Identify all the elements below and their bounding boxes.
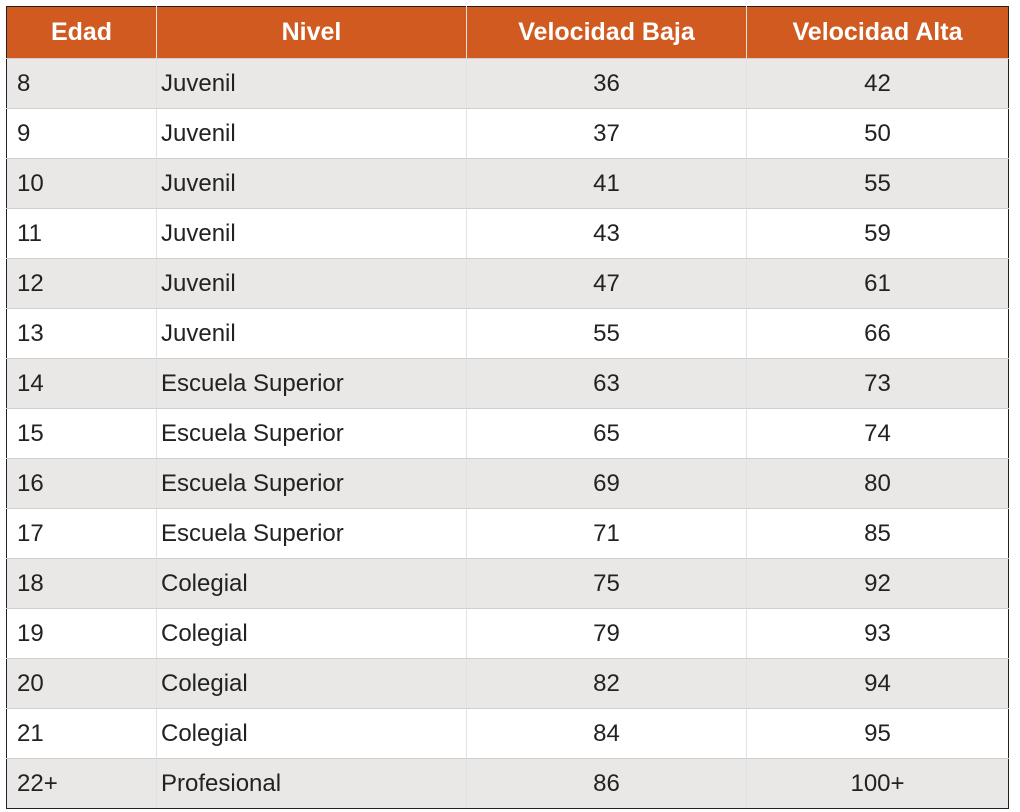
- header-edad: Edad: [7, 7, 157, 59]
- cell-baja: 71: [467, 509, 747, 559]
- table-row: 13Juvenil5566: [7, 309, 1009, 359]
- cell-alta: 61: [747, 259, 1009, 309]
- cell-alta: 74: [747, 409, 1009, 459]
- cell-alta: 42: [747, 59, 1009, 109]
- cell-edad: 12: [7, 259, 157, 309]
- cell-alta: 59: [747, 209, 1009, 259]
- cell-baja: 79: [467, 609, 747, 659]
- cell-baja: 41: [467, 159, 747, 209]
- table-header-row: Edad Nivel Velocidad Baja Velocidad Alta: [7, 7, 1009, 59]
- cell-alta: 73: [747, 359, 1009, 409]
- cell-alta: 80: [747, 459, 1009, 509]
- table-row: 9Juvenil3750: [7, 109, 1009, 159]
- cell-alta: 93: [747, 609, 1009, 659]
- table-row: 17Escuela Superior7185: [7, 509, 1009, 559]
- cell-nivel: Colegial: [157, 609, 467, 659]
- cell-nivel: Colegial: [157, 559, 467, 609]
- cell-edad: 14: [7, 359, 157, 409]
- header-alta: Velocidad Alta: [747, 7, 1009, 59]
- table-row: 16Escuela Superior6980: [7, 459, 1009, 509]
- cell-nivel: Escuela Superior: [157, 459, 467, 509]
- header-nivel: Nivel: [157, 7, 467, 59]
- cell-edad: 8: [7, 59, 157, 109]
- cell-nivel: Juvenil: [157, 159, 467, 209]
- header-baja: Velocidad Baja: [467, 7, 747, 59]
- cell-nivel: Profesional: [157, 759, 467, 809]
- cell-baja: 36: [467, 59, 747, 109]
- cell-alta: 50: [747, 109, 1009, 159]
- cell-nivel: Escuela Superior: [157, 509, 467, 559]
- cell-alta: 100+: [747, 759, 1009, 809]
- cell-baja: 65: [467, 409, 747, 459]
- cell-baja: 47: [467, 259, 747, 309]
- table-row: 10Juvenil4155: [7, 159, 1009, 209]
- table-row: 20Colegial8294: [7, 659, 1009, 709]
- cell-baja: 37: [467, 109, 747, 159]
- cell-nivel: Juvenil: [157, 109, 467, 159]
- cell-edad: 13: [7, 309, 157, 359]
- table-row: 19Colegial7993: [7, 609, 1009, 659]
- cell-nivel: Escuela Superior: [157, 359, 467, 409]
- velocity-by-age-table: Edad Nivel Velocidad Baja Velocidad Alta…: [6, 6, 1009, 809]
- cell-nivel: Escuela Superior: [157, 409, 467, 459]
- table-row: 8Juvenil3642: [7, 59, 1009, 109]
- cell-nivel: Juvenil: [157, 209, 467, 259]
- cell-nivel: Juvenil: [157, 59, 467, 109]
- cell-edad: 22+: [7, 759, 157, 809]
- cell-alta: 55: [747, 159, 1009, 209]
- cell-alta: 66: [747, 309, 1009, 359]
- table-row: 18Colegial7592: [7, 559, 1009, 609]
- table-row: 21Colegial8495: [7, 709, 1009, 759]
- cell-baja: 75: [467, 559, 747, 609]
- cell-edad: 11: [7, 209, 157, 259]
- table-body: 8Juvenil36429Juvenil375010Juvenil415511J…: [7, 59, 1009, 809]
- cell-nivel: Juvenil: [157, 309, 467, 359]
- cell-edad: 15: [7, 409, 157, 459]
- cell-nivel: Colegial: [157, 659, 467, 709]
- cell-baja: 69: [467, 459, 747, 509]
- table-row: 12Juvenil4761: [7, 259, 1009, 309]
- cell-edad: 18: [7, 559, 157, 609]
- cell-edad: 20: [7, 659, 157, 709]
- cell-baja: 43: [467, 209, 747, 259]
- cell-baja: 63: [467, 359, 747, 409]
- cell-nivel: Juvenil: [157, 259, 467, 309]
- table-row: 11Juvenil4359: [7, 209, 1009, 259]
- cell-alta: 94: [747, 659, 1009, 709]
- cell-edad: 9: [7, 109, 157, 159]
- cell-edad: 21: [7, 709, 157, 759]
- cell-edad: 16: [7, 459, 157, 509]
- table-row: 22+Profesional86100+: [7, 759, 1009, 809]
- cell-edad: 19: [7, 609, 157, 659]
- table-row: 14Escuela Superior6373: [7, 359, 1009, 409]
- cell-nivel: Colegial: [157, 709, 467, 759]
- cell-edad: 10: [7, 159, 157, 209]
- cell-alta: 95: [747, 709, 1009, 759]
- cell-edad: 17: [7, 509, 157, 559]
- cell-baja: 55: [467, 309, 747, 359]
- cell-baja: 86: [467, 759, 747, 809]
- cell-alta: 85: [747, 509, 1009, 559]
- cell-baja: 82: [467, 659, 747, 709]
- cell-baja: 84: [467, 709, 747, 759]
- cell-alta: 92: [747, 559, 1009, 609]
- table-row: 15Escuela Superior6574: [7, 409, 1009, 459]
